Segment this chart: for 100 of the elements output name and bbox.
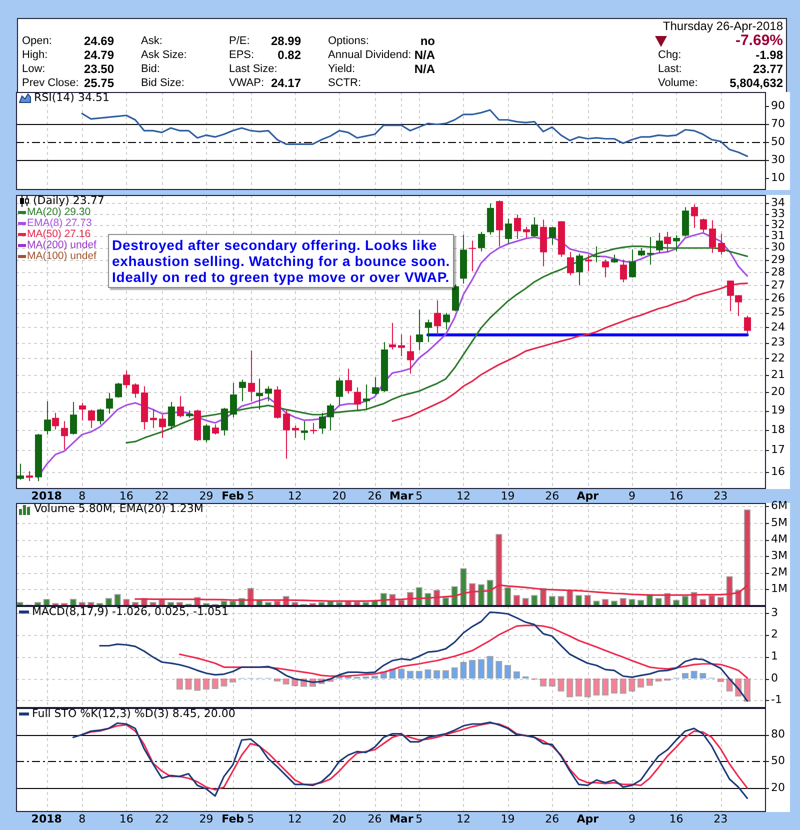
x-tick-label: 16 xyxy=(119,812,134,826)
y-tick-label: 30 xyxy=(771,240,785,254)
y-tick-label: 23 xyxy=(771,335,785,348)
y-tick-label: 19 xyxy=(771,404,785,417)
legend-label: MA(20) 29.30 xyxy=(27,206,91,218)
text: SCTR: xyxy=(328,76,361,90)
x-tick-label: 5 xyxy=(247,489,254,502)
y-tick-label: 26 xyxy=(771,292,785,305)
text: Annual Dividend: N/A xyxy=(328,48,435,62)
text: -7.69% xyxy=(735,32,783,49)
x-tick-label: 5 xyxy=(416,812,423,826)
x-tick-label: 16 xyxy=(669,812,684,826)
text: Options: no xyxy=(328,34,435,48)
y-tick-label: 24 xyxy=(771,320,785,334)
text: P/E: 28.99 xyxy=(229,34,301,48)
x-tick-label: 8 xyxy=(78,489,86,502)
x-tick-label: 2018 xyxy=(31,812,62,826)
x-tick-label: 22 xyxy=(154,812,169,826)
text: EPS: 0.82 xyxy=(229,48,301,62)
y-tick-label: 27 xyxy=(771,278,785,292)
chart-title: RSI(14) 34.51 xyxy=(34,91,110,104)
y-tick-label: 50 xyxy=(771,135,785,148)
y-tick-label: 21 xyxy=(771,368,785,381)
x-tick-label: Feb xyxy=(222,489,244,502)
chart-title: (Daily) 23.77 xyxy=(33,194,104,207)
y-tick-label: 16 xyxy=(771,464,785,478)
text: Yield: N/A xyxy=(328,62,435,76)
y-tick-label: 22 xyxy=(771,351,785,364)
x-tick-label: 26 xyxy=(545,489,560,502)
x-tick-label: 5 xyxy=(416,489,423,502)
x-tick-label: Apr xyxy=(576,489,600,502)
text: Ask: xyxy=(141,34,162,48)
legend-label: MA(100) undef xyxy=(27,250,96,262)
x-tick-label: 5 xyxy=(247,812,254,826)
legend-label: EMA(8) 27.73 xyxy=(27,217,92,229)
chart-title: Full STO %K(12,3) %D(3) 8.45, 20.00 xyxy=(32,707,236,720)
x-tick-label: 26 xyxy=(368,812,382,826)
annotation: Destroyed after secondary offering. Looks like exhaustion selling. Watching for a bounce soon. Ideally on red to green type move or over VWAP. xyxy=(108,234,454,288)
x-tick-label: 19 xyxy=(500,812,515,826)
text: Bid: xyxy=(141,62,160,76)
text: Bid Size: xyxy=(141,76,184,90)
text: Thursday 26-Apr-2018 xyxy=(662,19,783,33)
text: VWAP: 24.17 xyxy=(229,76,301,90)
text: Prev Close: 25.75 xyxy=(22,76,114,90)
y-tick-label: 34 xyxy=(771,196,785,210)
x-tick-label: Mar xyxy=(389,489,414,502)
y-tick-label: 28 xyxy=(771,265,785,278)
y-tick-label: 2M xyxy=(771,566,788,579)
y-tick-label: 3M xyxy=(771,549,788,562)
y-tick-label: 80 xyxy=(771,728,785,741)
x-tick-label: 12 xyxy=(288,812,302,826)
x-tick-label: Feb xyxy=(222,812,244,826)
x-tick-label: 26 xyxy=(545,812,560,826)
y-tick-label: 31 xyxy=(771,229,785,242)
x-tick-label: 2018 xyxy=(31,489,62,502)
x-tick-label: 22 xyxy=(154,489,169,502)
y-tick-label: 4M xyxy=(771,532,788,546)
text: Last: 23.77 xyxy=(658,62,783,76)
x-tick-label: 29 xyxy=(199,489,214,502)
y-tick-label: 50 xyxy=(771,754,785,768)
text: Low: 23.50 xyxy=(22,62,114,76)
legend-label: MA(50) 27.16 xyxy=(27,228,91,240)
text: Volume: 5,804,632 xyxy=(658,76,783,90)
y-tick-label: 3 xyxy=(771,606,778,619)
x-tick-label: 19 xyxy=(500,489,515,502)
chart-title: MACD(8,17,9) -1.026, 0.025, -1.051 xyxy=(32,605,228,618)
y-tick-label: 17 xyxy=(771,443,785,456)
y-tick-label: 20 xyxy=(771,385,785,398)
x-tick-label: 9 xyxy=(628,489,636,502)
y-tick-label: 1 xyxy=(771,650,778,663)
x-tick-label: 12 xyxy=(456,489,470,502)
y-tick-label: 30 xyxy=(771,153,785,166)
y-tick-label: 5M xyxy=(771,516,788,529)
x-tick-label: Mar xyxy=(389,812,414,826)
text: Chg: -1.98 xyxy=(658,48,783,62)
y-tick-label: 25 xyxy=(771,306,785,319)
text: High: 24.79 xyxy=(22,48,114,62)
y-tick-label: 0 xyxy=(771,671,778,684)
y-tick-label: 29 xyxy=(771,252,785,266)
x-tick-label: 8 xyxy=(78,812,86,826)
x-tick-label: 20 xyxy=(332,812,346,826)
text: Open: 24.69 xyxy=(22,34,114,48)
y-tick-label: 32 xyxy=(771,218,785,231)
x-tick-label: 12 xyxy=(288,489,302,502)
y-tick-label: 6M xyxy=(771,499,788,512)
x-tick-label: 26 xyxy=(368,489,382,502)
x-tick-label: Apr xyxy=(576,812,600,826)
legend-label: MA(200) undef xyxy=(27,239,96,251)
x-tick-label: 29 xyxy=(199,812,214,826)
x-tick-label: 20 xyxy=(332,489,346,502)
y-tick-label: 33 xyxy=(771,206,785,220)
x-tick-label: 16 xyxy=(119,489,134,502)
text: Last Size: xyxy=(229,62,278,76)
y-tick-label: 90 xyxy=(771,99,785,112)
x-tick-label: 23 xyxy=(714,812,728,826)
y-tick-label: 70 xyxy=(771,117,785,130)
chart-title: Volume 5.80M, EMA(20) 1.23M xyxy=(34,502,204,515)
y-tick-label: 20 xyxy=(771,780,785,794)
x-tick-label: 16 xyxy=(669,489,684,502)
x-tick-label: 12 xyxy=(456,812,470,826)
